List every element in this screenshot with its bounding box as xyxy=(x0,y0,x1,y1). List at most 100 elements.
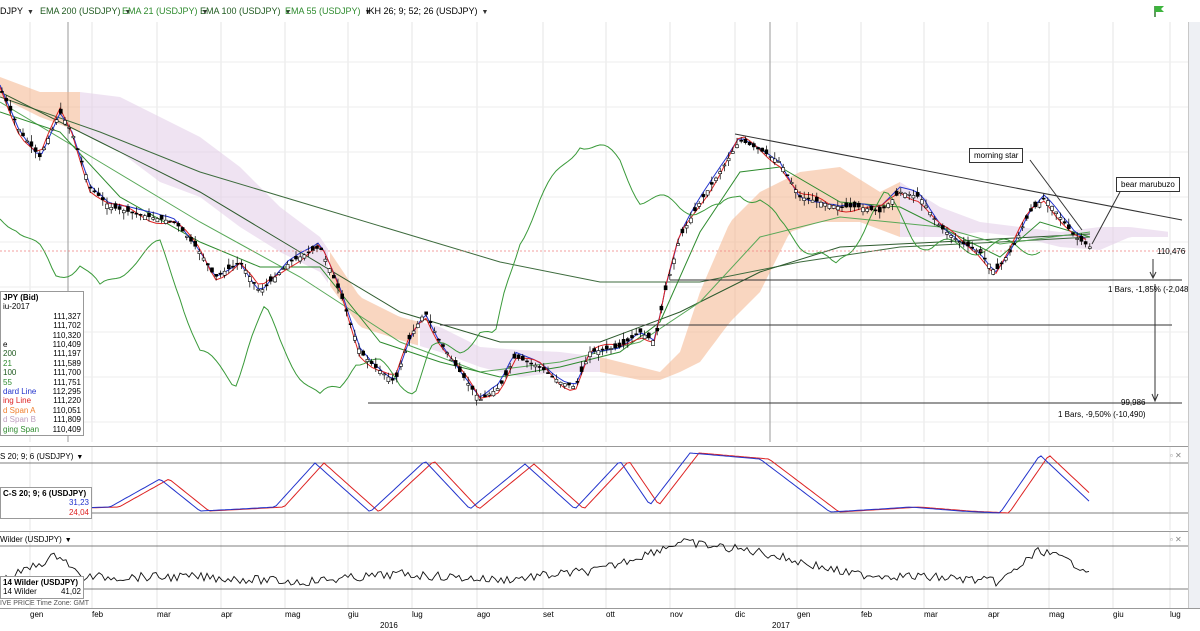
candle-body xyxy=(714,177,718,181)
stochastic-legend-title: C-S 20; 9; 6 (USDJPY) xyxy=(3,489,87,498)
legend-row: 111,702 xyxy=(3,321,81,330)
time-axis[interactable]: gen feb mar apr mag giu lug ago set ott nov dic gen f… xyxy=(0,608,1200,631)
candle-body xyxy=(344,309,349,312)
candle-body xyxy=(29,141,34,147)
candle-body xyxy=(743,138,748,143)
candle-body xyxy=(1079,236,1084,242)
candle-body xyxy=(1088,246,1092,249)
triangle-down-icon[interactable]: ▼ xyxy=(201,9,209,16)
candle-body xyxy=(991,269,996,275)
candle-body xyxy=(67,127,71,129)
candle-body xyxy=(508,366,513,368)
candle-body xyxy=(285,264,290,270)
candle-body xyxy=(273,276,277,283)
candle-body xyxy=(352,336,357,341)
toolbar-item-ema100[interactable]: EMA 100 (USDJPY) ▼ xyxy=(200,6,292,16)
candle-body xyxy=(525,360,529,363)
wilder-title[interactable]: Wilder (USDJPY) ▼ xyxy=(0,535,72,544)
candle-body xyxy=(907,194,912,196)
candle-body xyxy=(831,205,836,209)
toolbar-item-instrument[interactable]: DJPY ▼ xyxy=(0,6,34,16)
candle-body xyxy=(604,345,609,350)
toolbar-item-ema200[interactable]: EMA 200 (USDJPY) ▼ xyxy=(40,6,132,16)
month-label: apr xyxy=(988,610,1000,619)
candle-body xyxy=(1071,232,1075,235)
candle-body xyxy=(982,257,987,260)
candle-body xyxy=(357,348,361,354)
candle-body xyxy=(445,352,450,355)
candle-body xyxy=(898,191,903,194)
candle-body xyxy=(432,330,437,333)
candle-body xyxy=(71,135,76,139)
candle-body xyxy=(928,212,933,216)
candle-body xyxy=(1067,224,1071,230)
toolbar-item-ema21[interactable]: EMA 21 (USDJPY) ▼ xyxy=(122,6,209,16)
stochastic-panel-buttons[interactable]: ▫ ✕ xyxy=(1170,451,1182,460)
triangle-down-icon[interactable]: ▼ xyxy=(76,454,84,461)
month-label: lug xyxy=(412,610,423,619)
candle-body xyxy=(487,393,492,396)
candle-body xyxy=(1050,206,1054,211)
candle-body xyxy=(806,197,811,200)
candle-body xyxy=(382,373,387,376)
triangle-down-icon[interactable]: ▼ xyxy=(364,9,372,16)
candle-body xyxy=(176,223,181,227)
wilder-chart[interactable] xyxy=(0,532,1188,608)
green-flag-icon[interactable] xyxy=(1152,4,1166,18)
annotation-bear-marubuzo[interactable]: bear marubuzo xyxy=(1116,177,1180,192)
month-label: mar xyxy=(924,610,938,619)
stochastic-chart[interactable] xyxy=(0,447,1188,530)
legend-row-label: 200 xyxy=(3,349,17,359)
toolbar-item-ichimoku[interactable]: IKH 26; 9; 52; 26 (USDJPY) ▼ xyxy=(366,6,489,16)
price-panel[interactable] xyxy=(0,22,1188,442)
candle-body xyxy=(268,276,273,282)
candle-body xyxy=(861,207,865,213)
candle-body xyxy=(999,262,1004,265)
measure-long-label: 1 Bars, -9,50% (-10,490) xyxy=(1058,410,1146,419)
wilder-legend: 14 Wilder (USDJPY) 14 Wilder 41,02 xyxy=(0,576,84,599)
candle-body xyxy=(865,208,870,212)
candle-body xyxy=(415,323,420,328)
candle-body xyxy=(1062,221,1067,224)
candle-body xyxy=(206,263,210,266)
candle-body xyxy=(478,399,483,401)
triangle-down-icon[interactable]: ▼ xyxy=(64,537,72,544)
candle-body xyxy=(785,174,790,177)
stochastic-title[interactable]: S 20; 9; 6 (USDJPY) ▼ xyxy=(0,452,84,461)
candle-body xyxy=(222,270,227,276)
wilder-panel-buttons[interactable]: ▫ ✕ xyxy=(1170,535,1182,544)
triangle-down-icon[interactable]: ▼ xyxy=(124,9,132,16)
triangle-down-icon[interactable]: ▼ xyxy=(284,9,292,16)
candle-body xyxy=(201,257,206,261)
candle-body xyxy=(235,262,239,265)
wilder-panel[interactable] xyxy=(0,531,1188,608)
triangle-down-icon[interactable]: ▼ xyxy=(481,9,489,16)
candle-body xyxy=(424,311,429,315)
candle-body xyxy=(277,272,282,275)
stochastic-panel[interactable] xyxy=(0,446,1188,530)
candle-body xyxy=(722,164,727,167)
vertical-scrollbar[interactable] xyxy=(1188,22,1200,608)
candle-body xyxy=(541,367,546,371)
candle-body xyxy=(193,241,197,247)
candle-body xyxy=(323,258,328,262)
candle-body xyxy=(781,167,786,172)
candle-body xyxy=(436,338,441,341)
month-label: mag xyxy=(285,610,301,619)
candle-body xyxy=(747,141,752,146)
annotation-morning-star[interactable]: morning star xyxy=(969,148,1024,163)
toolbar-item-ema55[interactable]: EMA 55 (USDJPY) ▼ xyxy=(285,6,372,16)
candle-body xyxy=(453,360,458,366)
stochastic-k-line xyxy=(0,452,1090,514)
candle-body xyxy=(558,381,563,385)
price-chart[interactable] xyxy=(0,22,1188,442)
candle-body xyxy=(340,293,345,299)
ichimoku-cloud xyxy=(760,167,900,292)
candle-body xyxy=(844,202,849,208)
candle-body xyxy=(319,247,324,251)
candle-body xyxy=(12,118,17,121)
candle-body xyxy=(457,366,462,373)
candle-body xyxy=(840,206,844,209)
triangle-down-icon[interactable]: ▼ xyxy=(27,9,34,16)
candle-body xyxy=(143,215,147,220)
